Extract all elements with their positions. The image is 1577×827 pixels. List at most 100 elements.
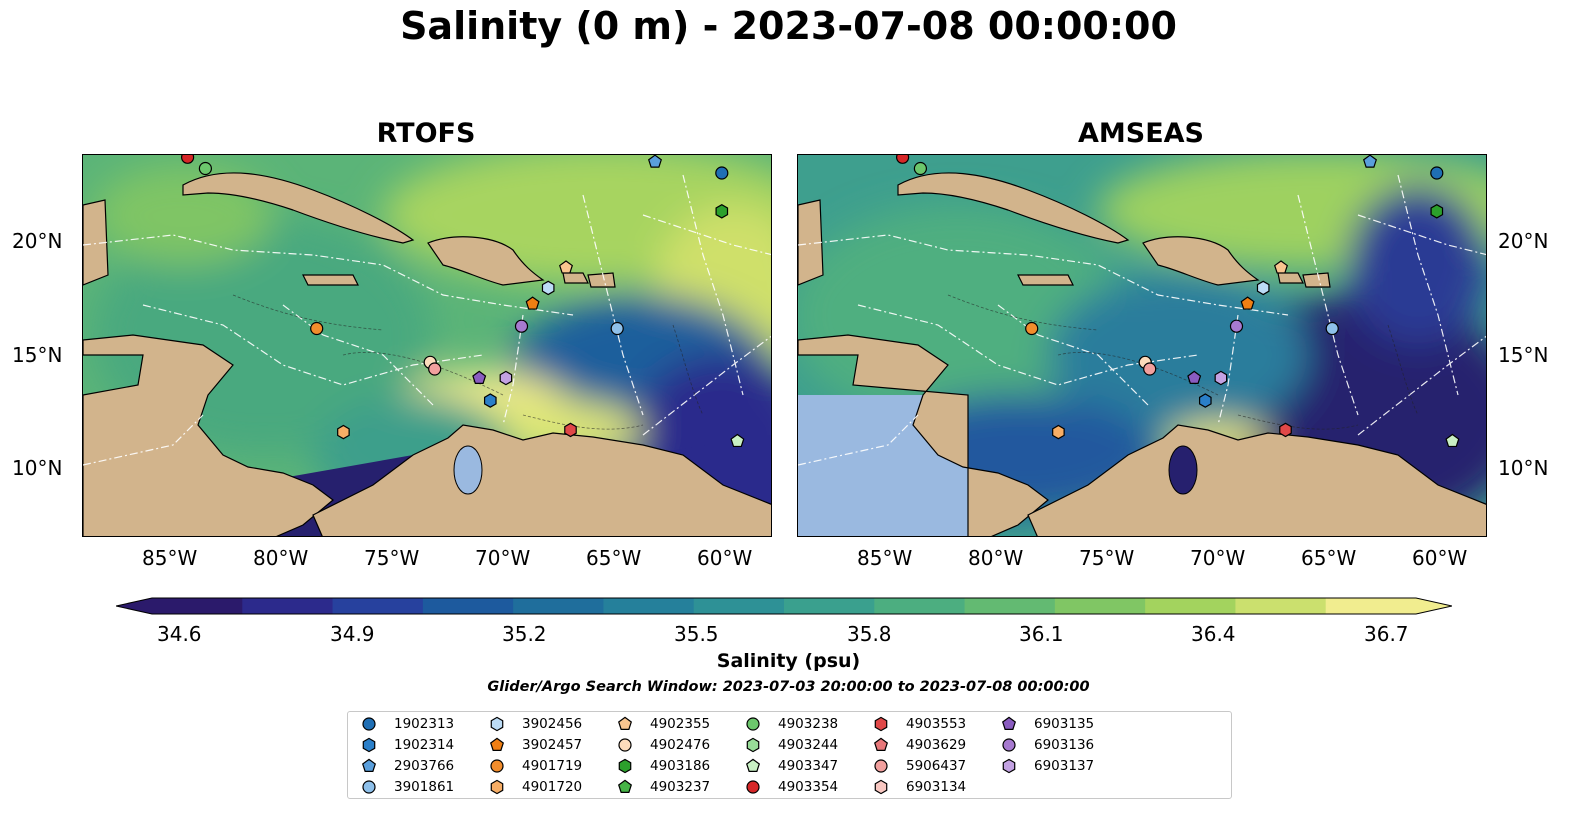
map-panel-rtofs[interactable] — [82, 154, 772, 537]
legend-label: 5906437 — [906, 758, 967, 774]
cbar-tick-label: 34.9 — [330, 622, 375, 646]
float-marker-6903135[interactable] — [1187, 370, 1202, 384]
cbar-tick-label: 36.1 — [1019, 622, 1064, 646]
lon-label-75w-right: 75°W — [1079, 546, 1135, 570]
colorbar-segment — [422, 598, 514, 614]
map-rtofs-svg — [83, 155, 771, 536]
float-marker-1902313[interactable] — [1430, 166, 1444, 180]
lon-label-60w-left: 60°W — [697, 546, 753, 570]
float-marker-2903766[interactable] — [1363, 155, 1377, 168]
float-marker-3902456[interactable] — [1256, 280, 1270, 296]
float-legend: 1902313 1902314 2903766 3901861 3902456 39024… — [347, 711, 1232, 799]
lon-label-60w-right: 60°W — [1412, 546, 1468, 570]
float-markers-amseas[interactable] — [896, 155, 1460, 448]
float-marker-6903136[interactable] — [1229, 319, 1244, 333]
legend-label: 4902476 — [650, 737, 711, 753]
colorbar-segment — [152, 598, 243, 614]
colorbar-segment — [874, 598, 966, 614]
float-marker-4902355[interactable] — [559, 260, 573, 274]
float-marker-4903553[interactable] — [1279, 422, 1292, 438]
float-marker-4901719[interactable] — [1025, 321, 1039, 336]
legend-marker-pentagon-icon — [618, 779, 632, 793]
legend-marker-pentagon-icon — [618, 716, 632, 730]
map-panel-amseas[interactable] — [797, 154, 1487, 537]
lon-label-75w-left: 75°W — [364, 546, 420, 570]
legend-marker-circle-icon — [618, 738, 632, 752]
legend-label: 4901720 — [522, 779, 583, 795]
land-masses — [83, 172, 771, 536]
float-marker-5906437[interactable] — [1143, 362, 1157, 376]
panel-title-amseas: AMSEAS — [1078, 118, 1204, 149]
float-marker-6903136[interactable] — [514, 319, 529, 333]
float-marker-4901719[interactable] — [310, 321, 324, 336]
land-masses — [798, 172, 1486, 536]
legend-marker-circle-icon — [746, 717, 760, 731]
legend-label: 4903354 — [778, 779, 839, 795]
legend-label: 4903347 — [778, 758, 839, 774]
float-markers-rtofs[interactable] — [181, 155, 745, 448]
float-marker-4902355[interactable] — [1274, 260, 1288, 274]
float-marker-3902457[interactable] — [1240, 296, 1255, 310]
float-marker-3901861[interactable] — [610, 321, 624, 336]
legend-label: 1902314 — [394, 737, 455, 753]
legend-marker-hexagon-icon — [618, 758, 632, 774]
legend-marker-hexagon-icon — [874, 716, 888, 732]
legend-label: 3902456 — [522, 716, 583, 732]
cbar-tick-label: 36.4 — [1191, 622, 1236, 646]
cbar-tick-label: 35.8 — [847, 622, 892, 646]
lon-label-80w-left: 80°W — [253, 546, 309, 570]
cbar-tick-label: 35.2 — [502, 622, 547, 646]
colorbar-segment — [1054, 598, 1146, 614]
float-marker-6903137[interactable] — [1214, 370, 1228, 386]
lat-label-20n-left: 20°N — [12, 229, 63, 253]
bathymetry-contours — [232, 294, 704, 430]
panel-title-rtofs: RTOFS — [376, 118, 476, 149]
float-marker-4901720[interactable] — [1052, 424, 1065, 440]
colorbar-outline — [116, 597, 1452, 615]
lat-label-20n-right: 20°N — [1498, 229, 1549, 253]
float-marker-2903766[interactable] — [648, 155, 662, 168]
legend-label: 4903244 — [778, 737, 839, 753]
float-marker-4903347[interactable] — [1445, 433, 1460, 448]
float-marker-4903347[interactable] — [730, 433, 745, 448]
lon-label-85w-right: 85°W — [857, 546, 913, 570]
lon-label-65w-right: 65°W — [1301, 546, 1357, 570]
legend-label: 6903134 — [906, 779, 967, 795]
float-marker-4903238[interactable] — [913, 161, 928, 176]
legend-label: 3901861 — [394, 779, 455, 795]
float-marker-1902314[interactable] — [483, 393, 497, 408]
search-window-text: Glider/Argo Search Window: 2023-07-03 20… — [487, 679, 1090, 695]
colorbar-segment — [242, 598, 334, 614]
legend-marker-hexagon-icon — [362, 737, 376, 753]
legend-marker-circle-icon — [490, 759, 504, 773]
float-marker-4903238[interactable] — [198, 161, 213, 176]
float-marker-1902314[interactable] — [1198, 393, 1212, 408]
float-marker-5906437[interactable] — [428, 362, 442, 376]
colorbar-segment — [603, 598, 695, 614]
float-marker-4903354[interactable] — [181, 155, 195, 164]
float-marker-4901720[interactable] — [337, 424, 350, 440]
float-marker-4903186[interactable] — [715, 204, 729, 219]
float-marker-3902456[interactable] — [541, 280, 555, 296]
float-marker-6903137[interactable] — [499, 370, 513, 386]
float-marker-1902313[interactable] — [715, 166, 729, 180]
float-marker-3901861[interactable] — [1325, 321, 1339, 336]
legend-label: 4901719 — [522, 758, 583, 774]
legend-marker-hexagon-icon — [1002, 758, 1016, 774]
float-marker-3902457[interactable] — [525, 296, 540, 310]
colorbar-segment — [693, 598, 785, 614]
colorbar — [116, 597, 1452, 615]
float-marker-6903135[interactable] — [472, 370, 487, 384]
colorbar-extend-max — [1416, 598, 1452, 614]
lat-label-15n-right: 15°N — [1498, 343, 1549, 367]
colorbar-extend-min — [116, 598, 152, 614]
colorbar-segment — [964, 598, 1056, 614]
cbar-tick-label: 35.5 — [674, 622, 719, 646]
legend-marker-hexagon-icon — [490, 716, 504, 732]
legend-label: 4903629 — [906, 737, 967, 753]
float-marker-4903354[interactable] — [896, 155, 910, 164]
float-marker-4903186[interactable] — [1430, 204, 1444, 219]
float-marker-4903553[interactable] — [564, 422, 577, 438]
legend-marker-circle-icon — [362, 717, 376, 731]
legend-label: 6903135 — [1034, 716, 1095, 732]
